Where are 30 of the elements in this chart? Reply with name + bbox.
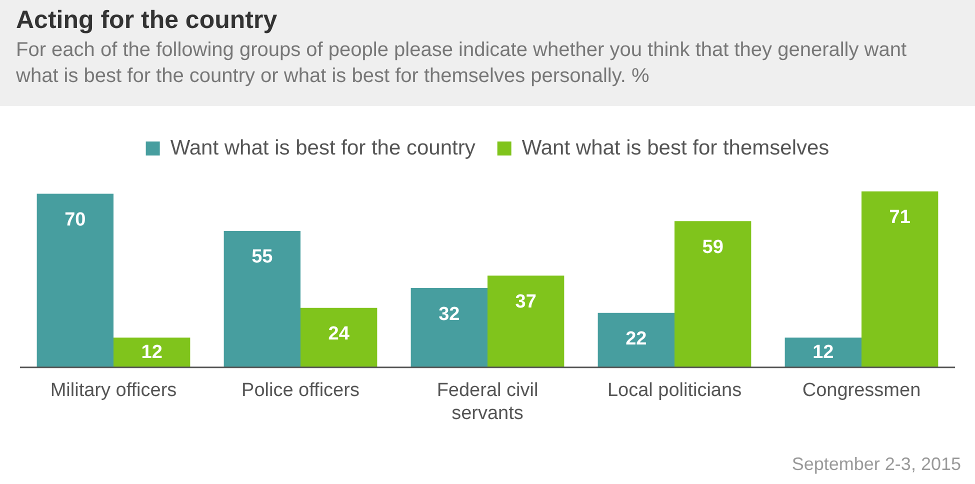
data-label: 24 [328, 324, 350, 345]
bar [224, 231, 300, 368]
data-label: 71 [889, 207, 911, 228]
bar [862, 191, 938, 368]
bar [674, 221, 752, 368]
text: September 2-3, 2015 [792, 454, 961, 475]
x-tick-label: Police officers [242, 380, 360, 402]
data-label: 12 [812, 342, 834, 363]
data-label: 22 [626, 328, 647, 350]
data-label: 70 [64, 210, 86, 231]
chart-title: Acting for the country [16, 6, 278, 35]
x-tick-label: Congressmen [802, 380, 921, 402]
bar [114, 338, 190, 368]
bar [300, 308, 378, 368]
bar [36, 194, 114, 368]
chart-subtitle: For each of the following groups of people please indicate whether you think that they generally want what is best for the country or what is best for themselves personally. % [16, 38, 908, 89]
data-label: 32 [438, 304, 460, 325]
legend-label: Want what is best for the country [170, 136, 476, 160]
data-label: 37 [515, 291, 536, 312]
data-label: 12 [141, 342, 162, 363]
bar [598, 312, 674, 368]
legend-label: Want what is best for themselves [522, 136, 830, 160]
data-label: 59 [702, 236, 724, 258]
x-tick-label: Local politicians [607, 380, 742, 402]
bar [784, 338, 862, 368]
x-tick-label: Federal civil servants [436, 380, 538, 424]
x-tick-label: Military officers [50, 380, 177, 402]
bar [488, 276, 564, 368]
data-label: 55 [252, 246, 274, 268]
bar [410, 288, 488, 368]
